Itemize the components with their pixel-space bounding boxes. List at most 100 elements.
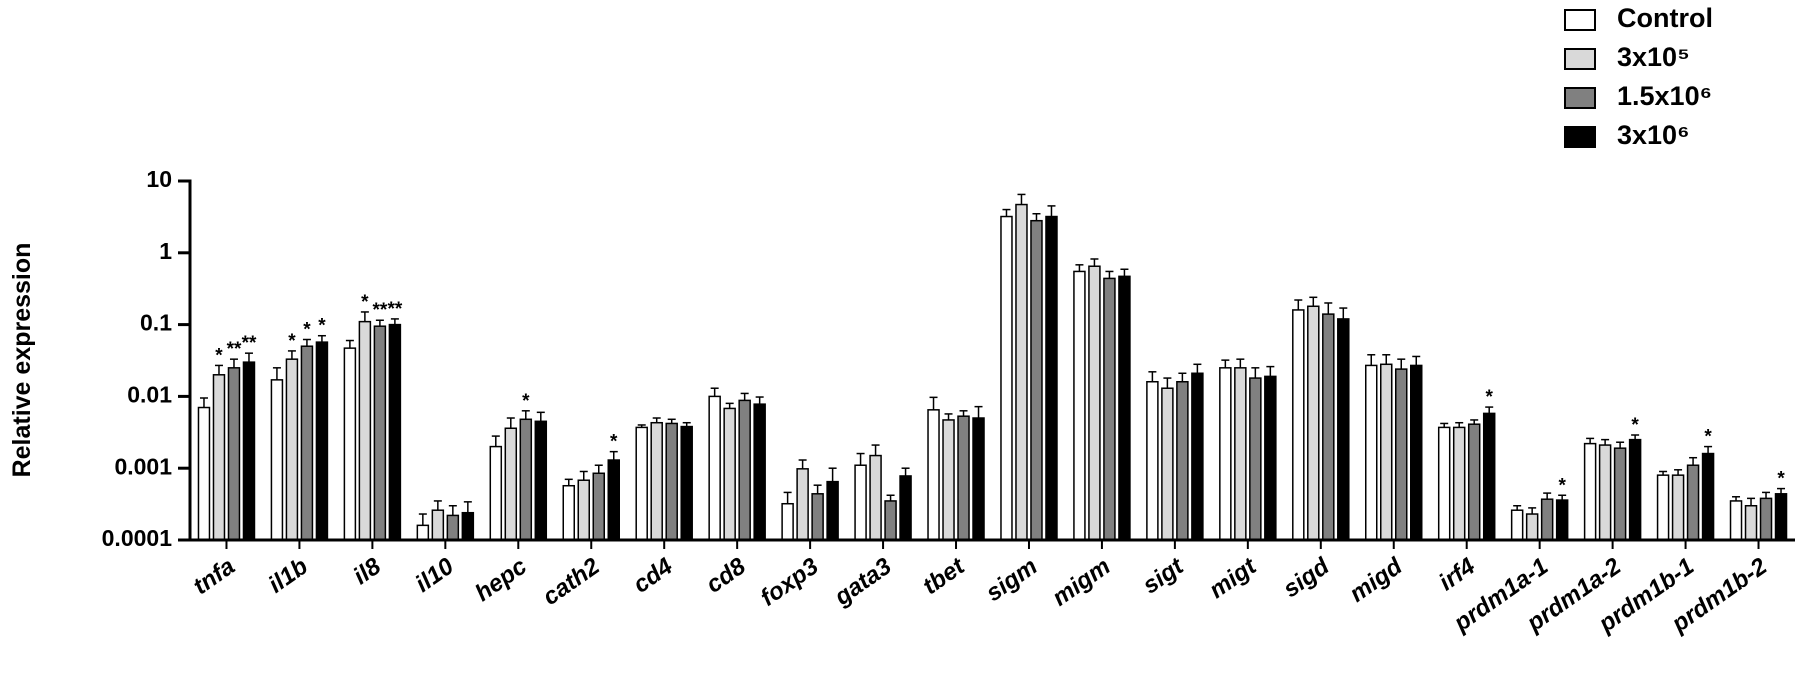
x-tick-label: migm	[1047, 553, 1115, 612]
y-tick-label: 0.01	[127, 381, 172, 407]
bar	[1380, 363, 1393, 541]
bar	[197, 406, 211, 541]
significance-mark: **	[227, 339, 242, 360]
bar	[1030, 219, 1043, 541]
bar	[723, 407, 736, 541]
bar	[1395, 368, 1408, 541]
x-tick-label: irf4	[1434, 553, 1480, 597]
y-tick-label: 0.001	[114, 453, 172, 479]
significance-mark: **	[242, 333, 257, 354]
y-tick-label: 1	[159, 238, 172, 264]
bar	[1410, 364, 1423, 541]
bar	[1264, 375, 1277, 541]
significance-mark: *	[610, 432, 618, 453]
bar	[373, 325, 387, 541]
bar	[1510, 509, 1524, 541]
significance-mark: *	[288, 331, 296, 352]
bar	[431, 509, 445, 541]
bar	[1103, 277, 1116, 541]
legend-swatch	[1564, 87, 1596, 109]
x-tick-label: foxp3	[756, 552, 824, 611]
bar	[1686, 464, 1700, 541]
bar	[1774, 493, 1788, 541]
bar	[1000, 215, 1013, 541]
x-tick-label: cd8	[701, 552, 751, 598]
bar	[1583, 442, 1597, 541]
legend-label: 3x10⁵	[1617, 42, 1690, 72]
bar	[1307, 305, 1320, 541]
bar	[1365, 364, 1378, 541]
bar	[680, 425, 693, 541]
x-tick-label: il8	[348, 552, 386, 590]
bar	[519, 418, 533, 541]
bar	[1701, 452, 1715, 541]
y-tick-label: 10	[146, 166, 172, 192]
x-tick-label: cd4	[628, 553, 677, 599]
bar	[300, 345, 314, 541]
x-tick-label: il1b	[264, 553, 313, 599]
bar	[1045, 215, 1058, 541]
bar	[927, 409, 940, 541]
bar	[869, 454, 882, 541]
bar	[1337, 318, 1350, 541]
legend-label: Control	[1617, 3, 1713, 33]
bar	[212, 374, 226, 541]
bar	[650, 421, 663, 541]
bar	[1219, 367, 1232, 541]
bar	[1671, 474, 1685, 541]
significance-mark: *	[522, 391, 530, 412]
bar	[358, 320, 372, 541]
bar	[227, 367, 241, 541]
legend-label: 1.5x10⁶	[1617, 81, 1712, 111]
bar	[1322, 313, 1335, 541]
bar	[1555, 499, 1569, 541]
bar	[1146, 380, 1159, 541]
bar	[270, 379, 284, 541]
bar	[1161, 387, 1174, 541]
bar	[461, 511, 475, 541]
bar	[1613, 447, 1627, 541]
significance-mark: *	[1558, 475, 1566, 496]
legend-swatch	[1564, 48, 1596, 70]
bar	[1437, 426, 1451, 541]
bar	[1482, 412, 1496, 541]
bar	[1452, 426, 1466, 541]
bar	[1628, 438, 1642, 541]
bar	[635, 426, 648, 541]
legend-label: 3x10⁶	[1617, 120, 1690, 150]
x-tick-label: sigt	[1138, 552, 1189, 599]
y-tick-label: 0.0001	[102, 525, 173, 551]
bar	[446, 514, 460, 541]
bar	[1118, 275, 1131, 541]
y-tick-label: 0.1	[140, 310, 172, 336]
bar	[1656, 474, 1670, 541]
bar	[957, 415, 970, 541]
bar	[1744, 504, 1758, 541]
x-tick-label: il10	[411, 552, 460, 597]
bar	[854, 464, 867, 541]
significance-mark: *	[1777, 469, 1785, 490]
x-tick-label: sigm	[981, 553, 1042, 607]
bar	[315, 341, 329, 541]
bar	[504, 427, 518, 541]
significance-mark: *	[318, 316, 326, 337]
bar	[972, 417, 985, 541]
bar	[665, 422, 678, 541]
bar	[1525, 513, 1539, 541]
bar	[884, 500, 897, 541]
bar	[489, 445, 503, 541]
significance-mark: *	[1486, 387, 1494, 408]
significance-mark: *	[303, 320, 311, 341]
bar	[592, 472, 605, 541]
x-tick-label: cath2	[538, 552, 605, 610]
bar	[781, 502, 794, 541]
legend-swatch	[1564, 9, 1596, 31]
legend-swatch	[1564, 126, 1596, 148]
bar	[343, 347, 357, 541]
x-tick-label: tbet	[918, 552, 970, 600]
x-tick-label: migd	[1345, 552, 1409, 608]
bar	[1234, 367, 1247, 541]
x-tick-label: gata3	[829, 552, 897, 611]
bar	[942, 419, 955, 541]
